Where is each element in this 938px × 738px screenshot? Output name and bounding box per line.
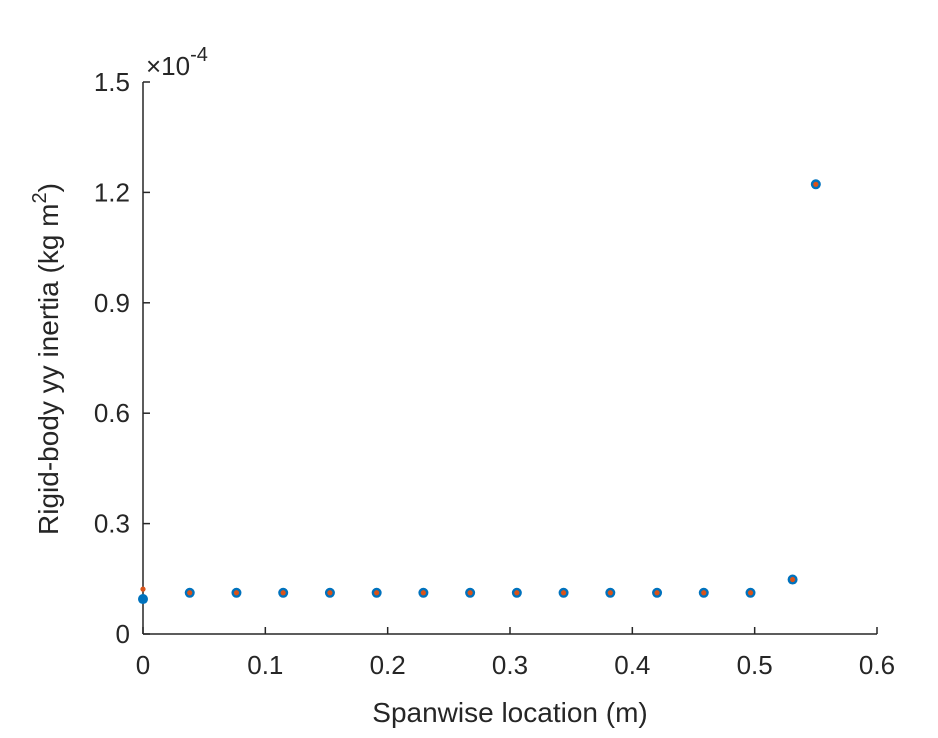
axes — [142, 82, 877, 635]
series-2-point — [140, 586, 146, 592]
x-tick-label: 0.5 — [737, 650, 773, 680]
series-2-point — [789, 576, 796, 583]
y-tick-label: 0.3 — [94, 509, 130, 539]
series-2-point — [607, 590, 613, 596]
series-2-point — [514, 590, 520, 596]
x-tick-label: 0.2 — [370, 650, 406, 680]
y-exponent-label: ×10-4 — [146, 44, 208, 81]
series-2-point — [280, 590, 286, 596]
x-tick-label: 0 — [136, 650, 150, 680]
y-axis-label-sup: 2 — [29, 192, 51, 203]
y-tick-label: 0 — [116, 619, 130, 649]
y-exponent-prefix: ×10 — [146, 51, 190, 81]
series-1-point — [138, 594, 148, 605]
series-2-point — [374, 590, 380, 596]
series-2-point — [654, 590, 660, 596]
y-tick-label: 0.6 — [94, 398, 130, 428]
y-axis-label-main: Rigid-body yy inertia (kg m — [33, 204, 64, 535]
x-tick-label: 0.1 — [247, 650, 283, 680]
y-axis-label: Rigid-body yy inertia (kg m2) — [29, 183, 64, 535]
y-tick-label: 0.9 — [94, 288, 130, 318]
x-tick-label: 0.3 — [492, 650, 528, 680]
series-2-point — [813, 181, 819, 187]
series-2-point — [560, 590, 567, 596]
series-2-point — [233, 590, 240, 596]
x-tick-label: 0.4 — [614, 650, 650, 680]
ticks: 0 0.1 0.2 0.3 0.4 0.5 0.6 0 0.3 0.6 0.9 1.2 1.5 — [94, 67, 895, 680]
series-2-point — [467, 590, 473, 596]
series-2-point — [747, 590, 754, 596]
x-axis-label: Spanwise location (m) — [372, 697, 647, 728]
x-tick-label: 0.6 — [859, 650, 895, 680]
y-exponent-power: -4 — [190, 44, 208, 66]
y-axis-label-close: ) — [33, 183, 64, 192]
data-points — [138, 179, 821, 605]
series-2-point — [420, 590, 426, 596]
series-2-point — [187, 590, 193, 596]
series-2-point — [701, 590, 707, 596]
series-2-point — [327, 590, 333, 596]
y-tick-label: 1.5 — [94, 67, 130, 97]
y-tick-label: 1.2 — [94, 177, 130, 207]
